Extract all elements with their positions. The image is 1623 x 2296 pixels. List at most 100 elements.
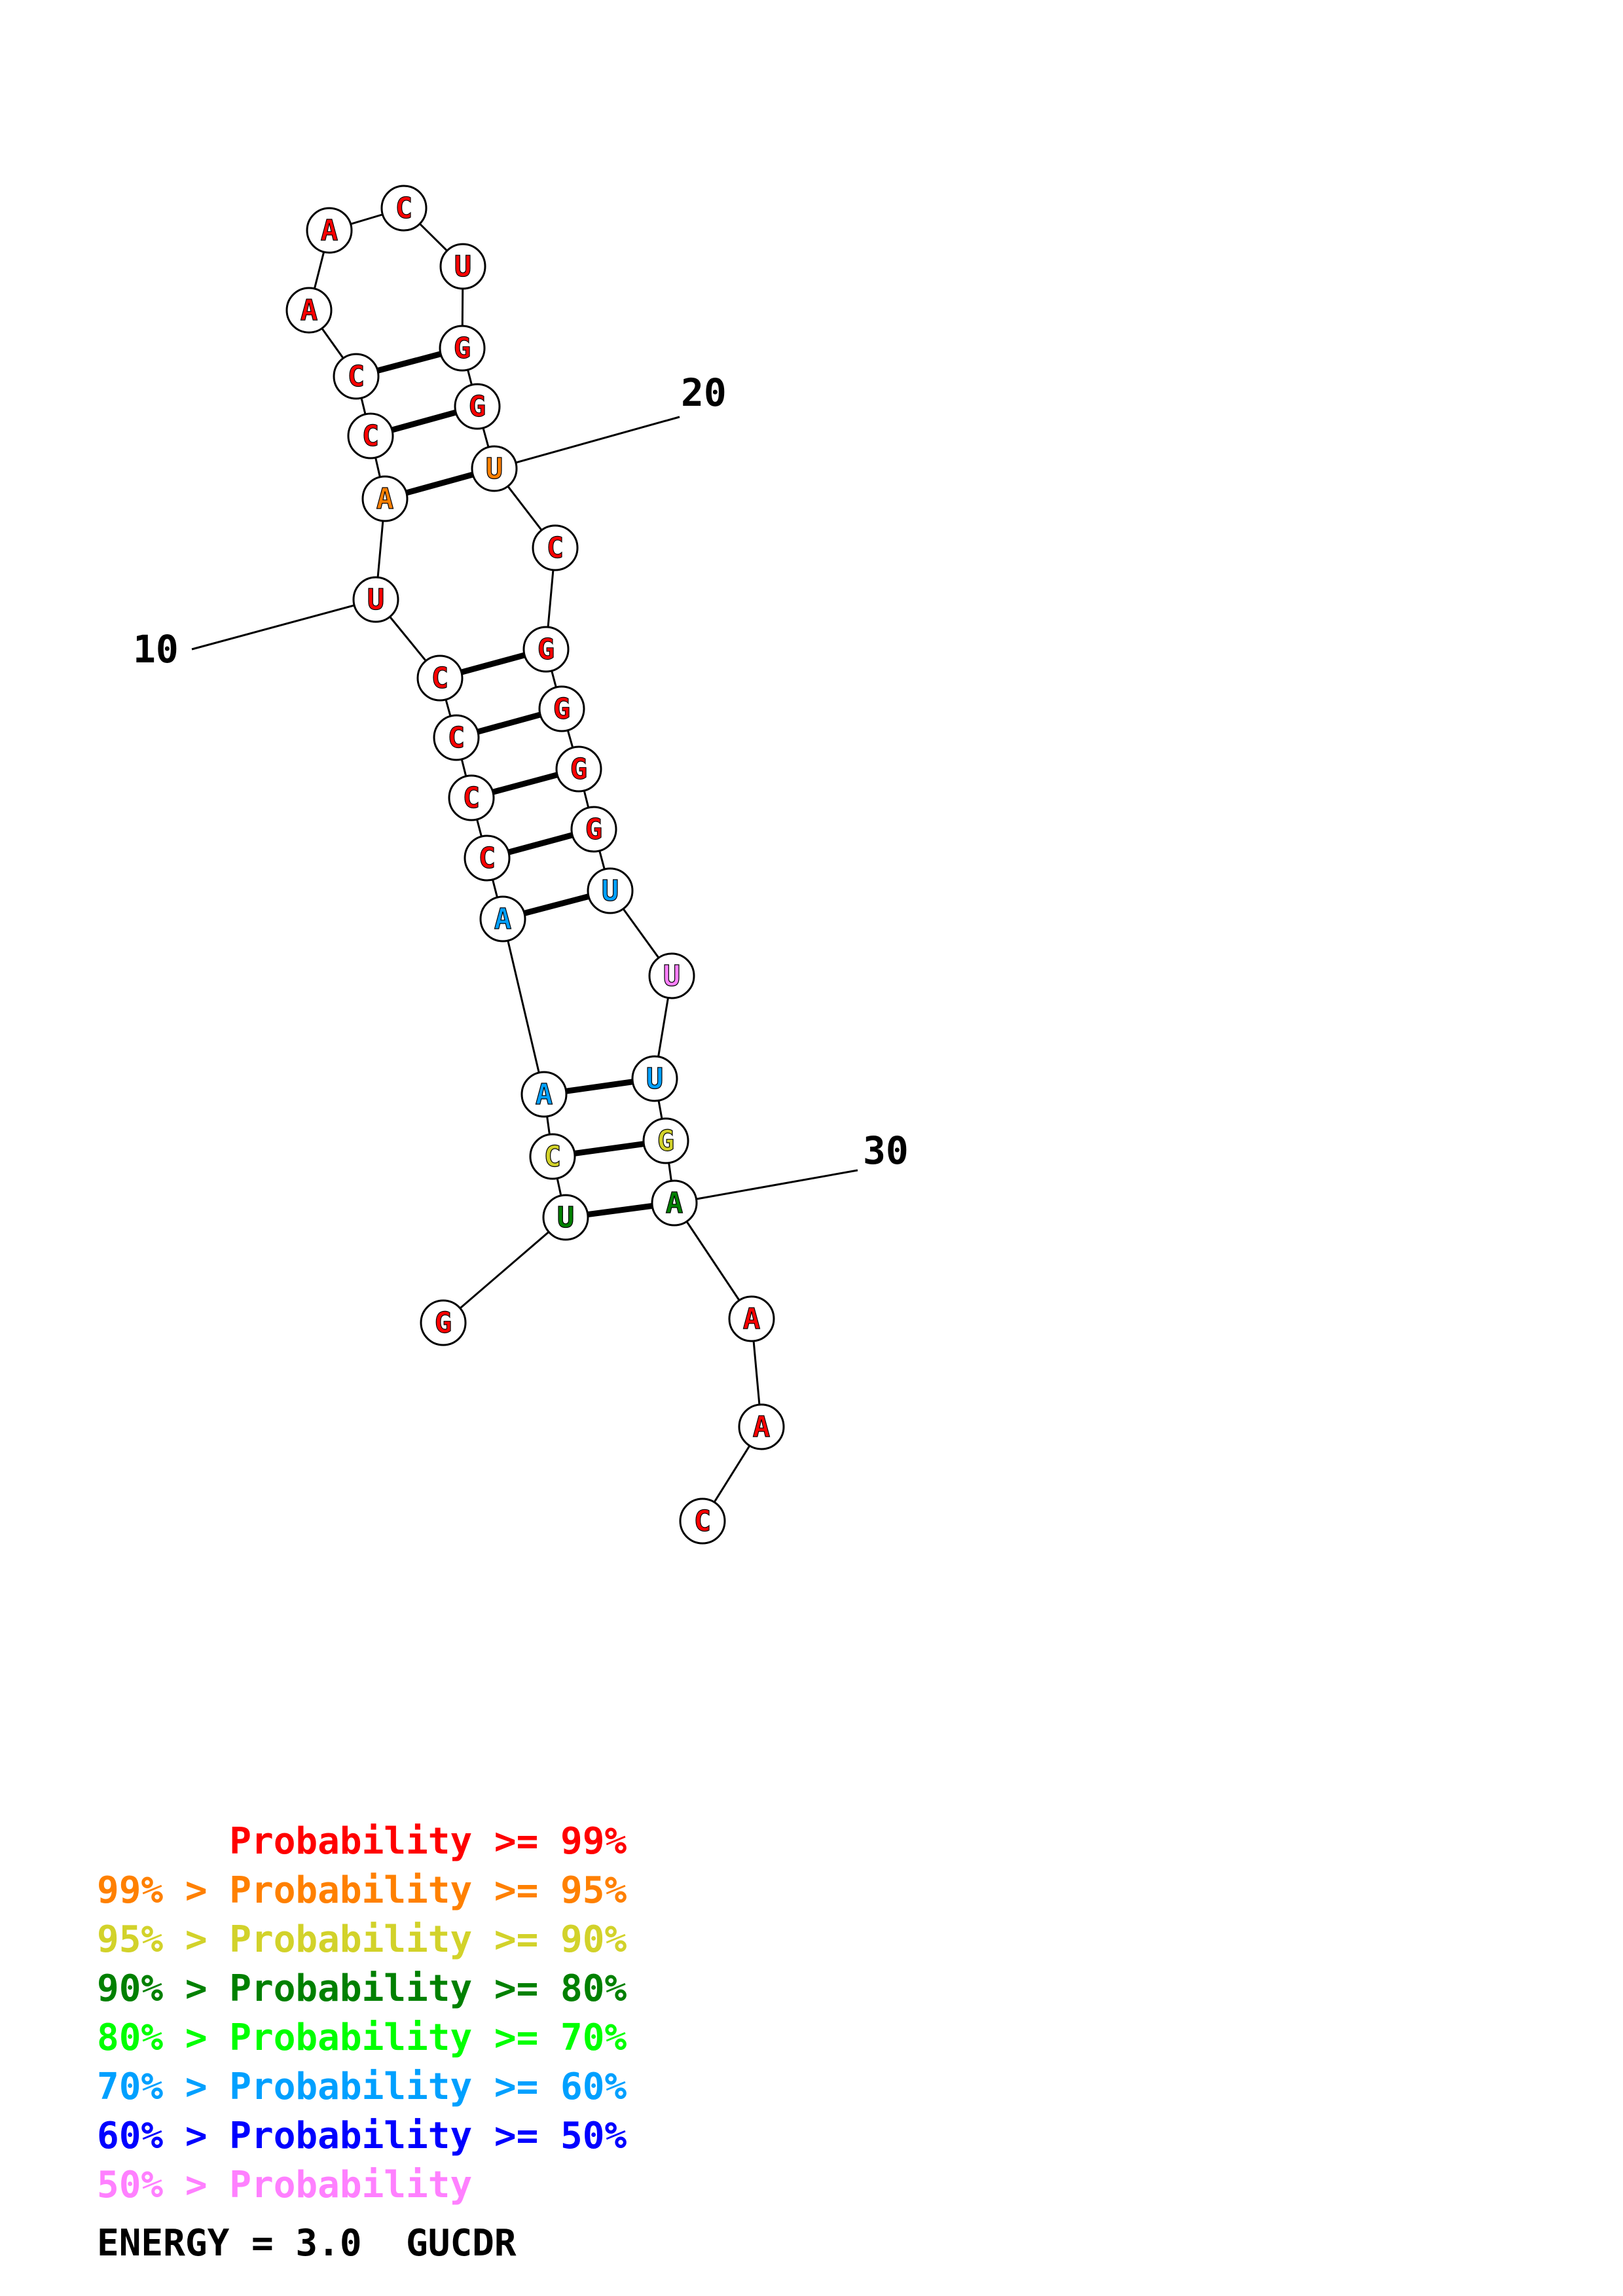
base-pair-bond (587, 1203, 653, 1217)
nucleotide: U (471, 445, 518, 492)
nucleotide-circle (679, 1498, 726, 1545)
nucleotide-circle (420, 1299, 467, 1346)
nucleotide-circle (380, 185, 428, 232)
energy-line: ENERGY = 3.0 GUCDR (97, 2222, 517, 2265)
nucleotide-letter: G (553, 692, 571, 726)
nucleotide-letter: C (395, 192, 413, 225)
nucleotide: C (333, 353, 380, 400)
base-pair-bond (376, 351, 442, 374)
base-pair-bond (492, 772, 558, 795)
nucleotide-circle (439, 243, 486, 290)
nucleotide-circle (555, 745, 602, 793)
backbone-segment (443, 1216, 566, 1324)
position-tick-lines (191, 416, 858, 1204)
nucleotide-circle (587, 867, 634, 914)
nucleotide-letter: A (494, 903, 512, 936)
nucleotide-circle (333, 353, 380, 400)
nucleotide-circle (464, 834, 511, 882)
nucleotide-letter: A (666, 1187, 684, 1220)
nucleotide: C (347, 412, 394, 459)
nucleotide-circle (542, 1194, 589, 1241)
nucleotide-letter: U (602, 874, 619, 908)
nucleotide-letter: G (570, 753, 588, 786)
legend-row: 90% > Probability >= 80% (97, 1967, 627, 2010)
nucleotide-letter: A (321, 214, 338, 247)
legend-row: 70% > Probability >= 60% (97, 2066, 627, 2108)
nucleotide: G (642, 1117, 689, 1164)
nucleotide: U (648, 952, 695, 999)
nucleotide: C (416, 655, 464, 702)
energy-value: ENERGY = 3.0 (97, 2222, 362, 2265)
nucleotide: G (570, 806, 617, 853)
legend-row: 95% > Probability >= 90% (97, 1918, 627, 1961)
base-pair-bond (507, 832, 574, 855)
nucleotide-circle (448, 774, 495, 821)
nucleotide: G (538, 685, 585, 732)
nucleotide-letter: G (454, 332, 471, 365)
legend-row: 80% > Probability >= 70% (97, 2017, 627, 2059)
nucleotide: G (420, 1299, 467, 1346)
nucleotide-letter: G (585, 813, 603, 846)
nucleotide: C (532, 524, 579, 571)
position-tick (674, 1169, 858, 1204)
nucleotide-circle (361, 475, 409, 522)
nucleotide: G (555, 745, 602, 793)
position-labels: 10 20 30 (133, 370, 909, 1173)
nucleotide-letter: C (544, 1140, 562, 1174)
nucleotide-circle (631, 1055, 678, 1102)
nucleotide: U (542, 1194, 589, 1241)
nucleotide: C (380, 185, 428, 232)
nucleotide-circle (651, 1179, 698, 1227)
backbone-segment (501, 918, 545, 1095)
nucleotide-letter: A (753, 1410, 771, 1444)
base-pair-bond (405, 471, 474, 496)
nucleotide: U (631, 1055, 678, 1102)
nucleotide-letter: A (743, 1302, 761, 1336)
base-pair-bond (566, 1079, 633, 1094)
legend-row: 99% > Probability >= 95% (97, 1869, 627, 1912)
nucleotide: A (306, 207, 353, 254)
nucleotide: A (285, 287, 333, 334)
nucleotide-letter: C (547, 531, 564, 565)
nucleotide-letter: A (536, 1078, 553, 1111)
nucleotide: C (679, 1498, 726, 1545)
nucleotide-letter: U (557, 1201, 575, 1234)
nucleotide-letter: A (376, 482, 394, 516)
nucleotide-letter: U (454, 250, 472, 283)
nucleotide: C (433, 714, 480, 761)
nucleotide: A (728, 1295, 775, 1342)
nucleotide: C (529, 1133, 576, 1180)
nucleotide: U (439, 243, 486, 290)
nucleotide-circle (439, 325, 486, 372)
base-pair-bonds (376, 351, 653, 1217)
nucleotide-letter: C (348, 360, 365, 393)
probability-legend: Probability >= 99% 99% > Probability >= 9… (97, 1817, 627, 2210)
nucleotide: G (439, 325, 486, 372)
nucleotide-circle (352, 576, 399, 623)
nucleotide-circle (529, 1133, 576, 1180)
nucleotide-letter: G (538, 633, 555, 666)
nucleotide: U (352, 576, 399, 623)
nucleotide-circle (433, 714, 480, 761)
nucleotide-letter: C (694, 1505, 712, 1538)
nucleotide: U (587, 867, 634, 914)
nucleotide-letter: U (663, 960, 681, 993)
nucleotide: G (454, 383, 501, 430)
nucleotide-letter: G (657, 1124, 675, 1158)
nucleotide: A (361, 475, 409, 522)
nucleotide-circle (454, 383, 501, 430)
nucleotide-letter: C (463, 781, 481, 815)
base-pair-bond (460, 652, 526, 675)
nucleotide-circle (728, 1295, 775, 1342)
nucleotide-circle (347, 412, 394, 459)
nucleotide-circle (738, 1403, 785, 1450)
nucleotide: A (520, 1071, 568, 1118)
nucleotide-circle (570, 806, 617, 853)
base-pair-bond (477, 711, 541, 735)
nucleotide: C (448, 774, 495, 821)
position-label: 20 (681, 370, 727, 415)
nucleotide: A (651, 1179, 698, 1227)
nucleotide-letter: G (435, 1306, 452, 1340)
nucleotide-letter: C (448, 721, 465, 755)
